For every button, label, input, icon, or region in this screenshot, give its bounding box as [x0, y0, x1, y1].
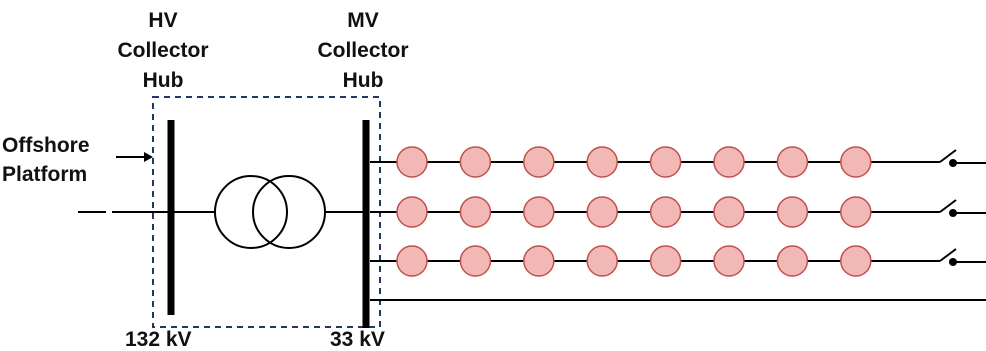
hv-hub-label-line-2: Collector: [117, 39, 208, 62]
hv-hub-label-line-1: HV: [148, 9, 177, 32]
turbine-feeders: [370, 146, 986, 301]
wind-turbine: [713, 245, 745, 277]
wind-turbine: [713, 196, 745, 228]
wind-turbine: [649, 146, 682, 178]
wind-turbine: [840, 146, 872, 178]
wind-turbine: [586, 146, 618, 178]
wind-turbine: [459, 146, 492, 178]
wind-turbine: [586, 245, 618, 277]
feeder-switch-blade: [939, 149, 957, 163]
transformer-winding-secondary: [252, 175, 326, 249]
hv-hub-label-line-3: Hub: [143, 69, 184, 92]
platform-arrow: [116, 152, 153, 162]
wind-turbine: [649, 196, 682, 228]
wind-turbine: [776, 146, 809, 178]
platform-label-line-1: Offshore: [2, 134, 90, 157]
wind-turbine: [396, 196, 428, 228]
mv-hub-label-line-1: MV: [347, 9, 379, 32]
wind-turbine: [586, 196, 618, 228]
wind-turbine: [840, 245, 872, 277]
feeder-switch-blade: [939, 248, 957, 262]
hv-voltage-label: 132 kV: [125, 328, 192, 351]
mv-hub-label-line-2: Collector: [317, 39, 408, 62]
wind-turbine: [776, 196, 809, 228]
wind-turbine: [523, 146, 555, 178]
mv-voltage-label: 33 kV: [330, 328, 385, 351]
wind-turbine: [396, 245, 428, 277]
wind-turbine: [713, 146, 745, 178]
wind-turbine: [649, 245, 682, 277]
wind-turbine: [523, 196, 555, 228]
wind-turbine: [840, 196, 872, 228]
transformer-winding-primary: [214, 175, 288, 249]
wind-turbine: [776, 245, 809, 277]
wind-turbine: [523, 245, 555, 277]
platform-label-line-2: Platform: [2, 163, 87, 186]
wind-turbine: [459, 196, 492, 228]
wind-turbine: [396, 146, 428, 178]
feeder-switch-blade: [939, 199, 957, 213]
mv-hub-label-line-3: Hub: [343, 69, 384, 92]
wind-turbine: [459, 245, 492, 277]
